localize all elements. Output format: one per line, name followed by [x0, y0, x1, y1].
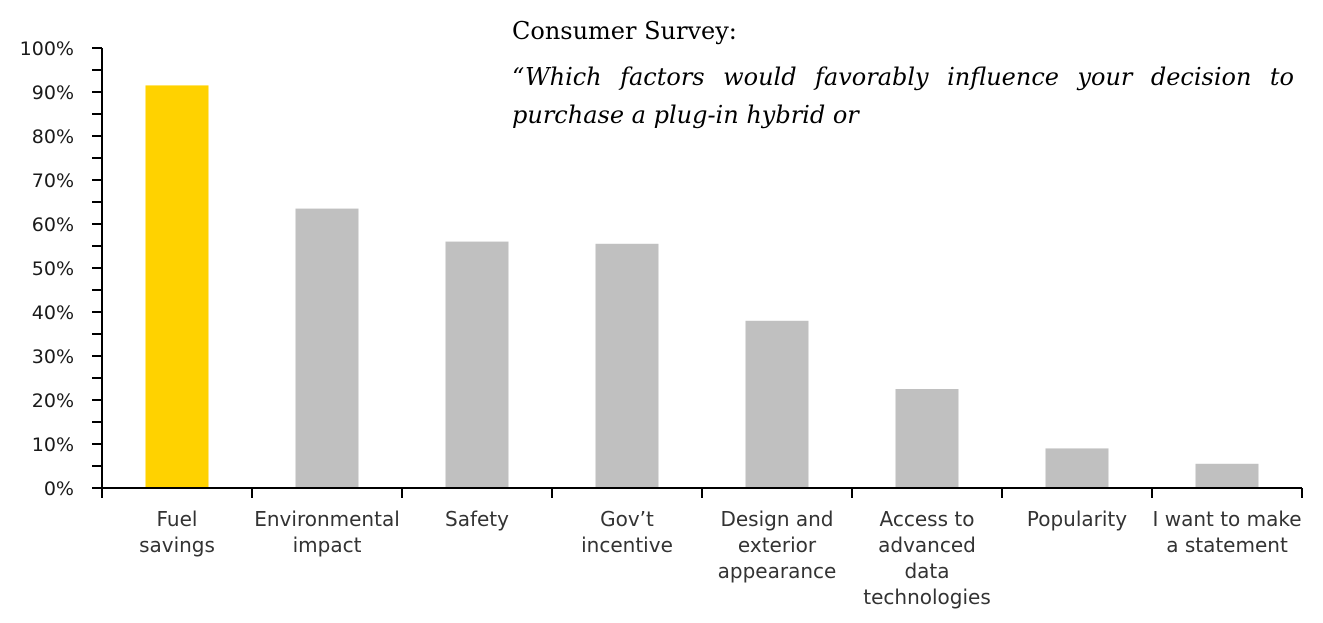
- x-tick-label: appearance: [718, 559, 837, 583]
- y-tick-label: 60%: [32, 214, 74, 236]
- y-tick-label: 40%: [32, 302, 74, 324]
- x-tick-label: Popularity: [1027, 507, 1127, 531]
- bar: [1195, 463, 1259, 488]
- bar: [745, 320, 809, 488]
- y-tick-label: 90%: [32, 82, 74, 104]
- bars: [145, 85, 1259, 489]
- chart-title-block: Consumer Survey: “Which factors would fa…: [512, 14, 1294, 134]
- x-tick-label: advanced: [878, 533, 976, 557]
- x-tick-label: Fuel: [157, 507, 198, 531]
- bar: [595, 243, 659, 488]
- x-tick-label: Environmental: [254, 507, 400, 531]
- bar: [1045, 448, 1109, 488]
- y-tick-label: 70%: [32, 170, 74, 192]
- x-tick-label: savings: [139, 533, 215, 557]
- y-axis: 0% 10% 20% 30% 40% 50% 60% 70% 80% 90% 100%: [20, 38, 103, 500]
- y-tick-label: 50%: [32, 258, 74, 280]
- x-tick-label: a statement: [1166, 533, 1288, 557]
- y-tick-label: 80%: [32, 126, 74, 148]
- x-tick-label: Design and: [720, 507, 833, 531]
- x-tick-label: Access to: [880, 507, 975, 531]
- x-tick-label: I want to make: [1152, 507, 1301, 531]
- y-tick-label: 30%: [32, 346, 74, 368]
- x-tick-label: impact: [293, 533, 362, 557]
- bar: [445, 241, 509, 488]
- bar: [145, 85, 209, 489]
- y-tick-label: 100%: [20, 38, 74, 60]
- y-tick-label: 20%: [32, 390, 74, 412]
- bar: [895, 389, 959, 488]
- bar: [295, 208, 359, 488]
- x-tick-label: Gov’t: [600, 507, 654, 531]
- y-tick-label: 0%: [44, 478, 74, 500]
- x-tick-label: incentive: [581, 533, 673, 557]
- chart-title: Consumer Survey:: [512, 17, 737, 45]
- x-tick-label: exterior: [738, 533, 817, 557]
- x-tick-label: technologies: [863, 585, 991, 609]
- chart-subtitle: “Which factors would favorably influence…: [512, 63, 1294, 129]
- y-tick-label: 10%: [32, 434, 74, 456]
- x-tick-label: data: [904, 559, 949, 583]
- x-tick-label: Safety: [445, 507, 509, 531]
